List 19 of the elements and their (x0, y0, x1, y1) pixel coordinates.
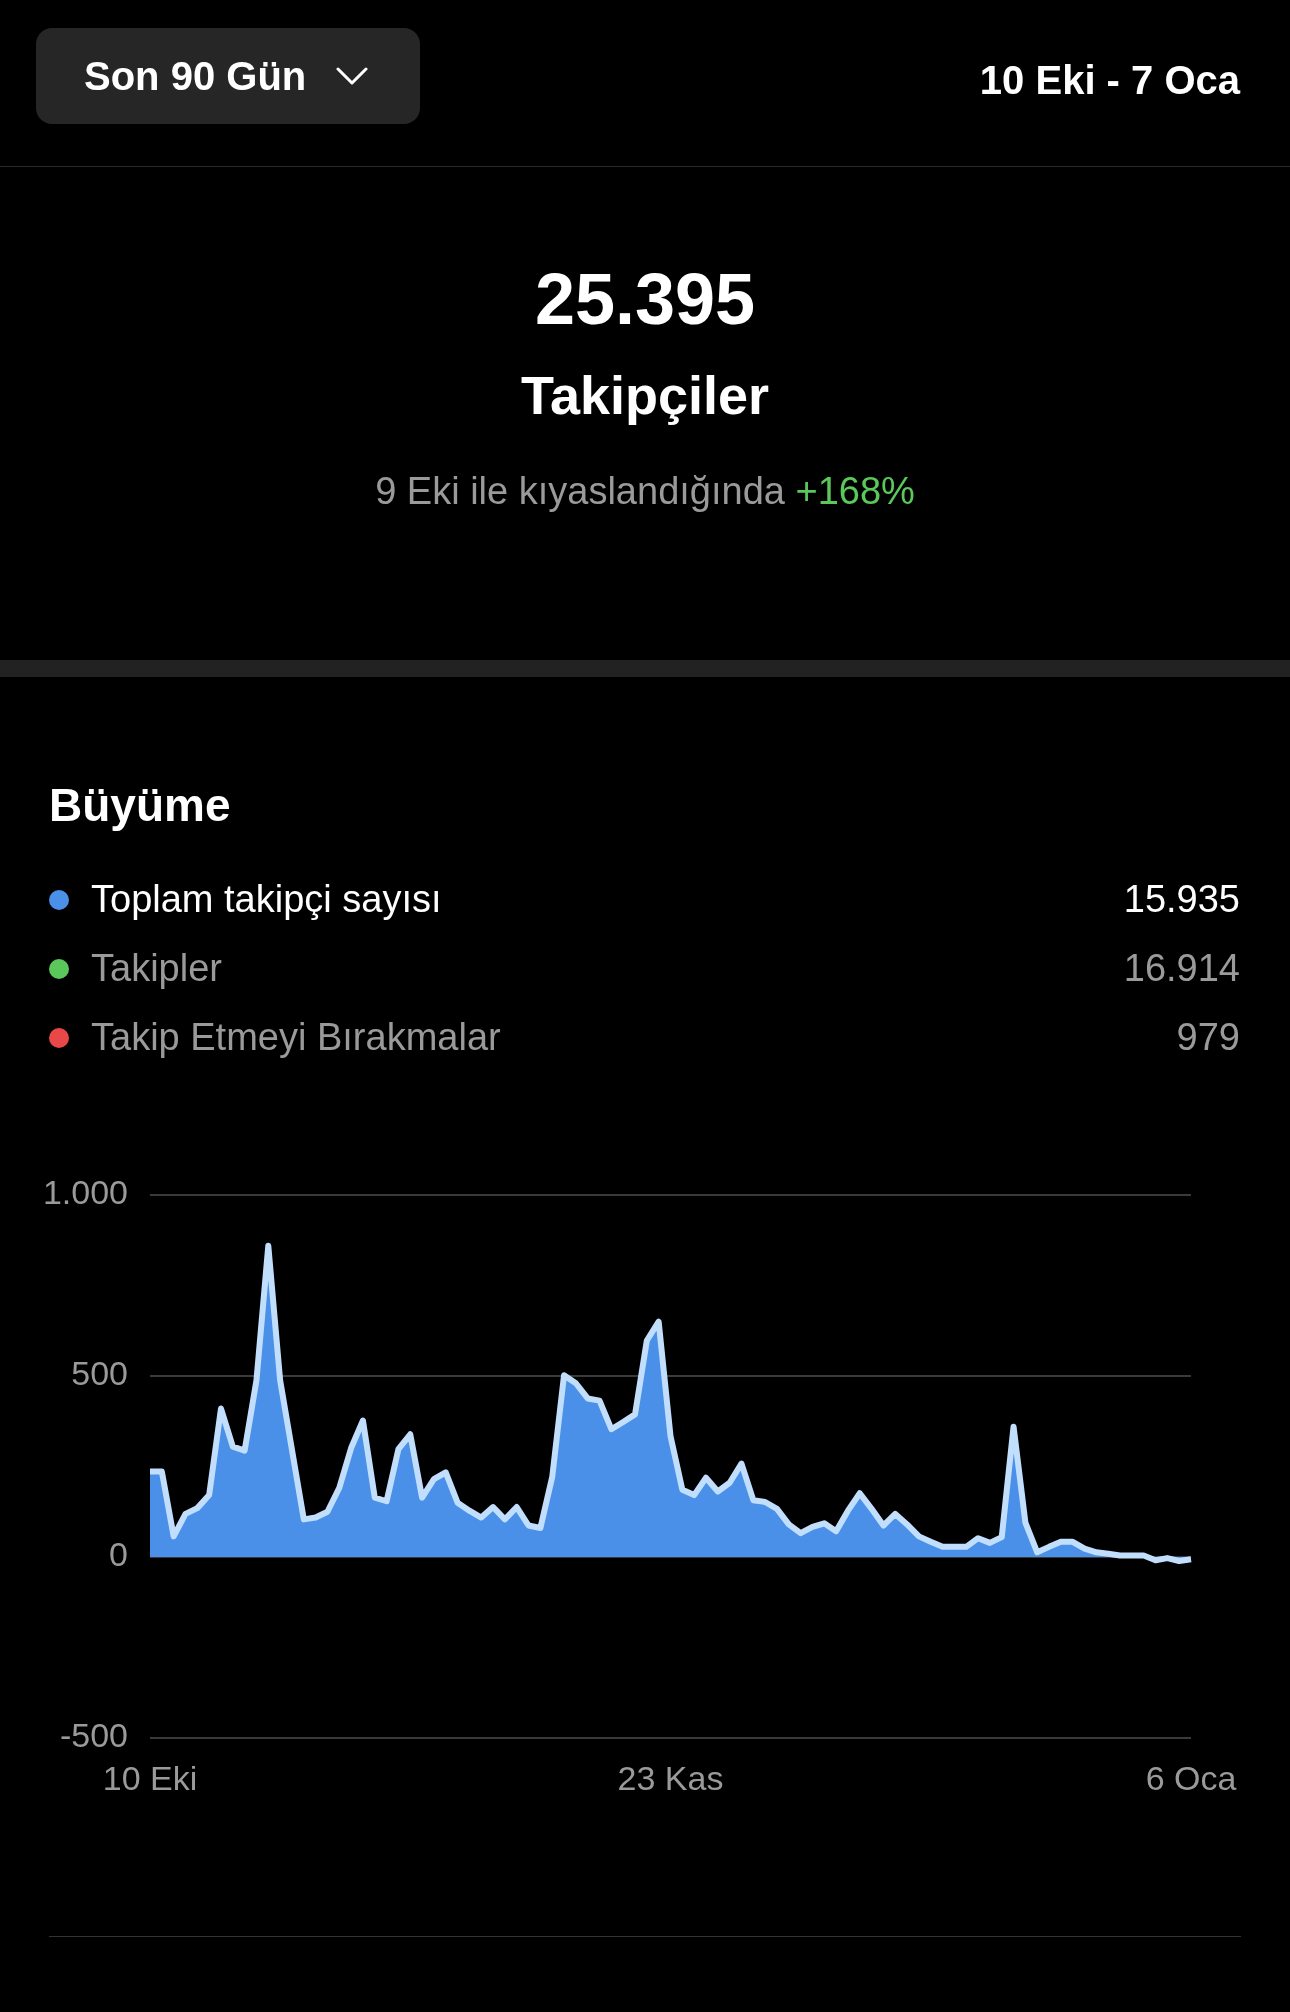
text: 9 Eki ile kıyaslandığında +168% (374, 470, 916, 513)
text: 979 (1176, 1016, 1240, 1059)
text: 15.935 (1123, 878, 1240, 921)
text: 16.914 (1123, 947, 1240, 990)
y-tick-label: 0 (109, 1535, 128, 1574)
text: 10 Eki - 7 Oca (979, 58, 1240, 103)
chart-title: Büyüme (49, 778, 231, 832)
legend-label: Toplam takipçi sayısı (91, 878, 442, 921)
y-tick-label: 500 (71, 1354, 128, 1393)
x-tick-label: 6 Oca (1145, 1758, 1237, 1797)
y-tick-label: -500 (59, 1716, 128, 1755)
text: 25.395 (533, 258, 757, 340)
x-tick-label: 23 Kas (617, 1758, 724, 1797)
text: Takipçiler (519, 364, 771, 426)
legend-label: Takipler (91, 947, 222, 990)
text: Son 90 Gün (84, 54, 307, 99)
x-tick-label: 10 Eki (102, 1758, 198, 1797)
legend-label: Takip Etmeyi Bırakmalar (91, 1016, 501, 1059)
y-tick-label: 1.000 (42, 1173, 128, 1212)
